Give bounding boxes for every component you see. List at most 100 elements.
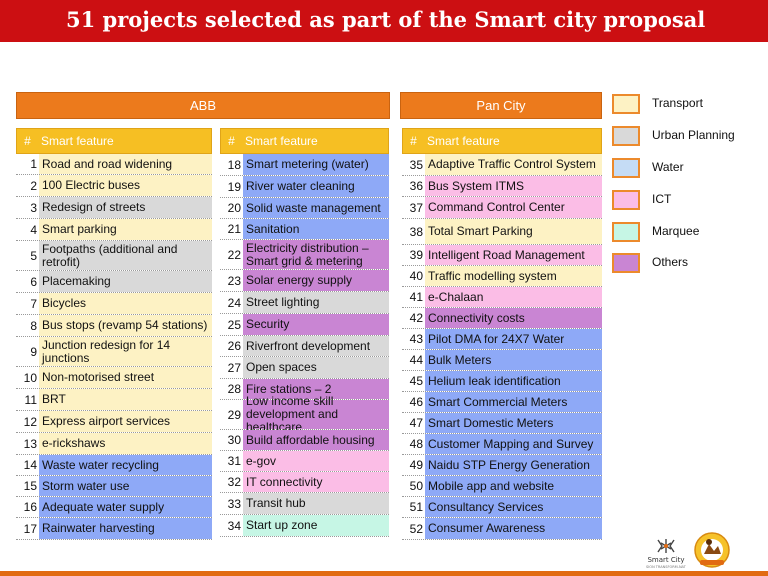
feature-number: 19 xyxy=(220,176,243,197)
feature-row: 47 Smart Domestic Meters xyxy=(402,413,602,434)
feature-number: 21 xyxy=(220,219,243,239)
feature-label: Adequate water supply xyxy=(39,497,212,517)
feature-row: 25 Security xyxy=(220,314,389,336)
feature-row: 41 e-Chalaan xyxy=(402,287,602,308)
title-bar: 51 projects selected as part of the Smar… xyxy=(0,0,768,42)
feature-row: 31 e-gov xyxy=(220,451,389,472)
feature-label: Security xyxy=(243,314,389,335)
feature-row: 29 Low income skill development and healt… xyxy=(220,395,389,434)
feature-row: 35 Adaptive Traffic Control System xyxy=(402,154,602,176)
feature-row: 7 Bicycles xyxy=(16,293,212,315)
group-header-abb: ABB xyxy=(16,92,390,119)
feature-number: 24 xyxy=(220,292,243,313)
feature-label: Bulk Meters xyxy=(425,350,602,370)
column-header-feature: Smart feature xyxy=(41,134,114,148)
feature-number: 10 xyxy=(16,367,39,388)
column-header: # Smart feature xyxy=(16,128,212,154)
feature-row: 38 Total Smart Parking xyxy=(402,219,602,245)
legend-swatch xyxy=(612,158,640,178)
feature-label: Rainwater harvesting xyxy=(39,518,212,539)
feature-label: Street lighting xyxy=(243,292,389,313)
feature-row: 18 Smart metering (water) xyxy=(220,154,389,176)
feature-number: 12 xyxy=(16,411,39,432)
feature-number: 28 xyxy=(220,379,243,399)
feature-number: 43 xyxy=(402,329,425,349)
feature-label: Traffic modelling system xyxy=(425,266,602,286)
feature-number: 51 xyxy=(402,497,425,517)
feature-label: Smart metering (water) xyxy=(243,154,389,175)
feature-number: 15 xyxy=(16,476,39,496)
feature-row: 43 Pilot DMA for 24X7 Water xyxy=(402,329,602,350)
feature-number: 52 xyxy=(402,518,425,539)
mascot-logo xyxy=(694,532,730,568)
feature-row: 39 Intelligent Road Management xyxy=(402,245,602,266)
feature-row: 13 e-rickshaws xyxy=(16,433,212,455)
feature-column-2: # Smart feature 18 Smart metering (water) 19… xyxy=(220,128,389,537)
feature-label: Footpaths (additional and retrofit) xyxy=(39,241,212,270)
feature-number: 2 xyxy=(16,175,39,196)
feature-number: 4 xyxy=(16,219,39,240)
feature-number: 11 xyxy=(16,389,39,410)
feature-label: Electricity distribution – Smart grid & … xyxy=(243,240,389,269)
feature-row: 8 Bus stops (revamp 54 stations) xyxy=(16,315,212,337)
feature-label: BRT xyxy=(39,389,212,410)
feature-number: 13 xyxy=(16,433,39,454)
feature-number: 39 xyxy=(402,245,425,265)
feature-label: Open spaces xyxy=(243,357,389,378)
feature-label: e-gov xyxy=(243,451,389,471)
feature-number: 26 xyxy=(220,336,243,356)
column-header-num: # xyxy=(410,134,417,148)
feature-row: 30 Build affordable housing xyxy=(220,430,389,451)
feature-label: Transit hub xyxy=(243,493,389,514)
feature-label: 100 Electric buses xyxy=(39,175,212,196)
feature-label: e-rickshaws xyxy=(39,433,212,454)
feature-number: 32 xyxy=(220,472,243,492)
legend-label: Urban Planning xyxy=(652,128,735,142)
feature-number: 30 xyxy=(220,430,243,450)
column-header: # Smart feature xyxy=(402,128,602,154)
feature-number: 42 xyxy=(402,308,425,328)
feature-number: 9 xyxy=(16,337,39,366)
feature-label: Consumer Awareness xyxy=(425,518,602,539)
column-header: # Smart feature xyxy=(220,128,389,154)
feature-number: 14 xyxy=(16,455,39,475)
feature-row: 51 Consultancy Services xyxy=(402,497,602,518)
feature-row: 22 Electricity distribution – Smart grid … xyxy=(220,240,389,270)
feature-row: 6 Placemaking xyxy=(16,271,212,293)
feature-label: Road and road widening xyxy=(39,154,212,174)
feature-number: 7 xyxy=(16,293,39,314)
feature-label: Build affordable housing xyxy=(243,430,389,450)
feature-number: 38 xyxy=(402,219,425,244)
feature-row: 33 Transit hub xyxy=(220,493,389,515)
feature-label: Redesign of streets xyxy=(39,197,212,218)
feature-label: Smart Domestic Meters xyxy=(425,413,602,433)
feature-column-1: # Smart feature 1 Road and road widening 2 10… xyxy=(16,128,212,540)
feature-label: Riverfront development xyxy=(243,336,389,356)
feature-label: Placemaking xyxy=(39,271,212,292)
feature-label: Waste water recycling xyxy=(39,455,212,475)
feature-number: 29 xyxy=(220,400,243,429)
feature-row: 1 Road and road widening xyxy=(16,154,212,175)
feature-number: 27 xyxy=(220,357,243,378)
feature-row: 36 Bus System ITMS xyxy=(402,176,602,197)
feature-label: Start up zone xyxy=(243,515,389,536)
feature-number: 6 xyxy=(16,271,39,292)
feature-row: 32 IT connectivity xyxy=(220,472,389,493)
feature-row: 21 Sanitation xyxy=(220,219,389,240)
legend-swatch xyxy=(612,94,640,114)
feature-label: Connectivity costs xyxy=(425,308,602,328)
page-title: 51 projects selected as part of the Smar… xyxy=(66,7,706,32)
feature-row: 5 Footpaths (additional and retrofit) xyxy=(16,241,212,271)
feature-number: 3 xyxy=(16,197,39,218)
legend-label: Marquee xyxy=(652,224,700,238)
feature-row: 17 Rainwater harvesting xyxy=(16,518,212,540)
column-header-num: # xyxy=(228,134,235,148)
feature-row: 11 BRT xyxy=(16,389,212,411)
feature-row: 49 Naidu STP Energy Generation xyxy=(402,455,602,476)
feature-number: 18 xyxy=(220,154,243,175)
feature-label: Mobile app and website xyxy=(425,476,602,496)
feature-number: 41 xyxy=(402,287,425,307)
feature-label: Smart Commercial Meters xyxy=(425,392,602,412)
feature-row: 4 Smart parking xyxy=(16,219,212,241)
feature-row: 2 100 Electric buses xyxy=(16,175,212,197)
